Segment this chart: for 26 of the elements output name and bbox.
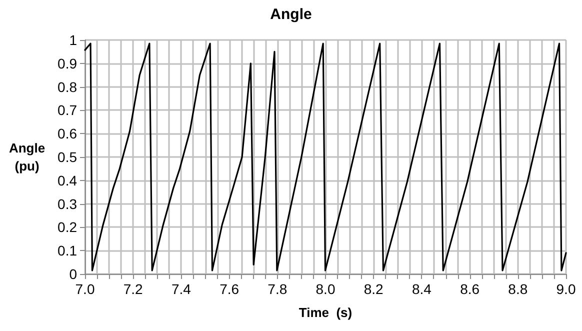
y-tick-label: 0.7 [58,102,78,118]
x-tick-label: 7.4 [171,281,192,297]
x-tick-label: 8.4 [412,281,432,297]
x-tick-label: 7.0 [75,281,95,297]
y-tick-label: 0 [69,266,78,282]
y-tick-label: 1 [69,32,78,48]
x-tick-label: 8.0 [316,281,336,297]
y-tick-label: 0.5 [58,149,78,165]
y-axis-title: Angle (pu) [8,140,46,174]
x-axis-title: Time (s) [298,305,352,320]
x-tick-label: 9.0 [556,281,576,297]
y-tick-label: 0.9 [58,55,78,72]
chart-title: Angle [270,6,312,23]
x-tick-label: 8.6 [460,281,480,297]
y-tick-label: 0.8 [58,78,78,95]
x-tick-label: 7.6 [220,281,240,297]
y-tick-label: 0.4 [58,172,78,188]
x-tick-label: 8.2 [364,281,384,297]
y-tick-label: 0.6 [58,126,78,142]
line-series [84,42,567,272]
y-tick-label: 0.1 [58,242,78,259]
y-tick-label: 0.2 [58,219,78,236]
x-tick-label: 7.2 [123,281,144,297]
y-tick-label: 0.3 [58,196,78,212]
x-tick-label: 8.8 [508,281,528,297]
x-tick-label: 7.8 [268,281,288,297]
